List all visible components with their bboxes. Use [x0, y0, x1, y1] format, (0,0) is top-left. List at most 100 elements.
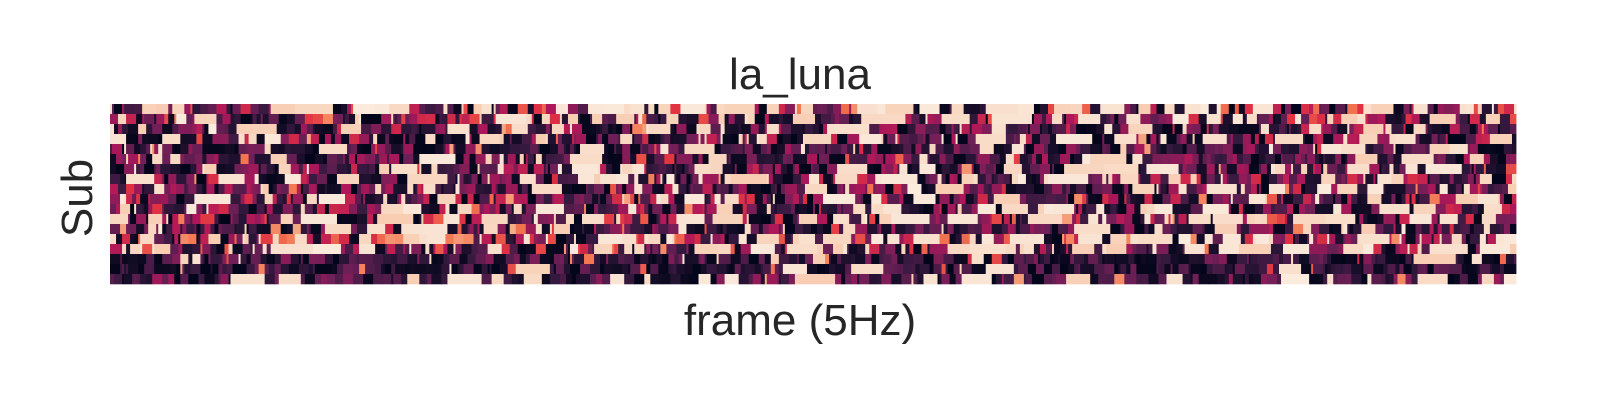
- heatmap-cell: [1252, 104, 1274, 115]
- heatmap-cell: [1403, 104, 1410, 115]
- heatmap-cell: [180, 264, 183, 275]
- heatmap-cell: [1033, 144, 1045, 155]
- heatmap-cell: [774, 194, 786, 205]
- heatmap-cell: [355, 114, 360, 125]
- heatmap-cell: [1244, 184, 1252, 195]
- heatmap-cell: [1287, 114, 1296, 125]
- heatmap-cell: [1266, 194, 1278, 205]
- heatmap-cell: [772, 164, 776, 175]
- heatmap-cell: [152, 264, 155, 275]
- heatmap-cell: [1367, 214, 1378, 225]
- heatmap-cell: [1361, 194, 1368, 205]
- heatmap-cell: [879, 214, 892, 225]
- heatmap-cell: [1505, 174, 1513, 185]
- heatmap-cell: [823, 194, 846, 205]
- heatmap-cell: [1343, 264, 1352, 275]
- heatmap-cell: [1258, 144, 1270, 155]
- heatmap-cell: [463, 174, 470, 185]
- heatmap-cell: [612, 124, 617, 135]
- heatmap-cell: [714, 194, 722, 205]
- heatmap-cell: [144, 184, 155, 195]
- heatmap-cell: [168, 214, 173, 225]
- heatmap-cell: [545, 234, 549, 245]
- heatmap-cell: [1357, 234, 1390, 245]
- heatmap-cell: [254, 214, 262, 225]
- heatmap-cell: [126, 144, 135, 155]
- heatmap-cell: [168, 194, 177, 205]
- heatmap-cell: [130, 244, 141, 255]
- heatmap-cell: [586, 234, 591, 245]
- heatmap-cell: [756, 154, 766, 165]
- heatmap-cell: [658, 264, 669, 275]
- heatmap-cell: [543, 164, 547, 175]
- heatmap-cell: [1309, 184, 1318, 195]
- heatmap-cell: [138, 264, 145, 275]
- heatmap-cell: [867, 174, 876, 185]
- heatmap-cell: [519, 194, 529, 205]
- heatmap-cell: [1198, 154, 1204, 165]
- heatmap-cell: [1216, 104, 1222, 115]
- heatmap-cell: [831, 114, 836, 125]
- heatmap-cell: [1082, 104, 1091, 115]
- heatmap-cell: [1341, 174, 1346, 185]
- heatmap-cell: [903, 234, 914, 245]
- heatmap-cell: [1469, 114, 1481, 125]
- heatmap-cell: [1487, 184, 1495, 195]
- heatmap-cell: [1461, 264, 1467, 275]
- heatmap-cell: [879, 244, 886, 255]
- heatmap-cell: [128, 124, 139, 135]
- heatmap-cell: [756, 194, 764, 205]
- heatmap-cell: [162, 214, 167, 225]
- heatmap-cell: [565, 274, 573, 285]
- heatmap-cell: [825, 254, 830, 265]
- heatmap-cell: [1076, 124, 1087, 135]
- heatmap-cell: [895, 134, 898, 145]
- heatmap-cell: [1311, 194, 1316, 205]
- heatmap-cell: [1385, 124, 1392, 135]
- heatmap-cell: [417, 164, 420, 175]
- heatmap-cell: [1090, 144, 1101, 155]
- heatmap-cell: [1385, 254, 1396, 265]
- heatmap-cell: [1409, 204, 1414, 215]
- heatmap-cell: [1305, 254, 1310, 265]
- heatmap-cell: [1435, 204, 1447, 215]
- heatmap-cell: [1465, 134, 1473, 145]
- heatmap-cell: [184, 264, 191, 275]
- heatmap-cell: [170, 264, 177, 275]
- heatmap-cell: [915, 124, 926, 135]
- heatmap-cell: [1188, 254, 1200, 265]
- heatmap-cell: [1011, 214, 1017, 225]
- heatmap-cell: [1160, 174, 1169, 185]
- heatmap-cell: [531, 114, 535, 125]
- heatmap-cell: [1154, 184, 1157, 195]
- heatmap-cell: [628, 264, 631, 275]
- heatmap-cell: [1152, 194, 1163, 205]
- heatmap-cell: [419, 214, 422, 225]
- heatmap-cell: [1220, 114, 1224, 125]
- heatmap-cell: [845, 274, 852, 285]
- heatmap-cell: [1433, 264, 1441, 275]
- heatmap-cell: [114, 274, 123, 285]
- heatmap-cell: [421, 164, 432, 175]
- heatmap-cell: [116, 234, 123, 245]
- heatmap-cell: [1238, 174, 1248, 185]
- heatmap-cell: [853, 204, 866, 215]
- heatmap-cell: [736, 164, 748, 175]
- heatmap-cell: [1266, 264, 1274, 275]
- heatmap-cell: [652, 244, 659, 255]
- heatmap-cell: [1056, 194, 1067, 205]
- heatmap-cell: [395, 114, 398, 125]
- heatmap-cell: [471, 174, 478, 185]
- heatmap-cell: [1050, 164, 1053, 175]
- heatmap-cell: [513, 204, 523, 215]
- heatmap-cell: [1120, 124, 1129, 135]
- heatmap-cell: [122, 274, 125, 285]
- heatmap-cell: [230, 114, 235, 125]
- heatmap-cell: [961, 124, 971, 135]
- heatmap-cell: [875, 154, 884, 165]
- heatmap-cell: [1491, 104, 1495, 115]
- heatmap-cell: [929, 174, 938, 185]
- heatmap-cell: [114, 124, 119, 135]
- heatmap-cell: [800, 144, 806, 155]
- heatmap-cell: [403, 244, 406, 255]
